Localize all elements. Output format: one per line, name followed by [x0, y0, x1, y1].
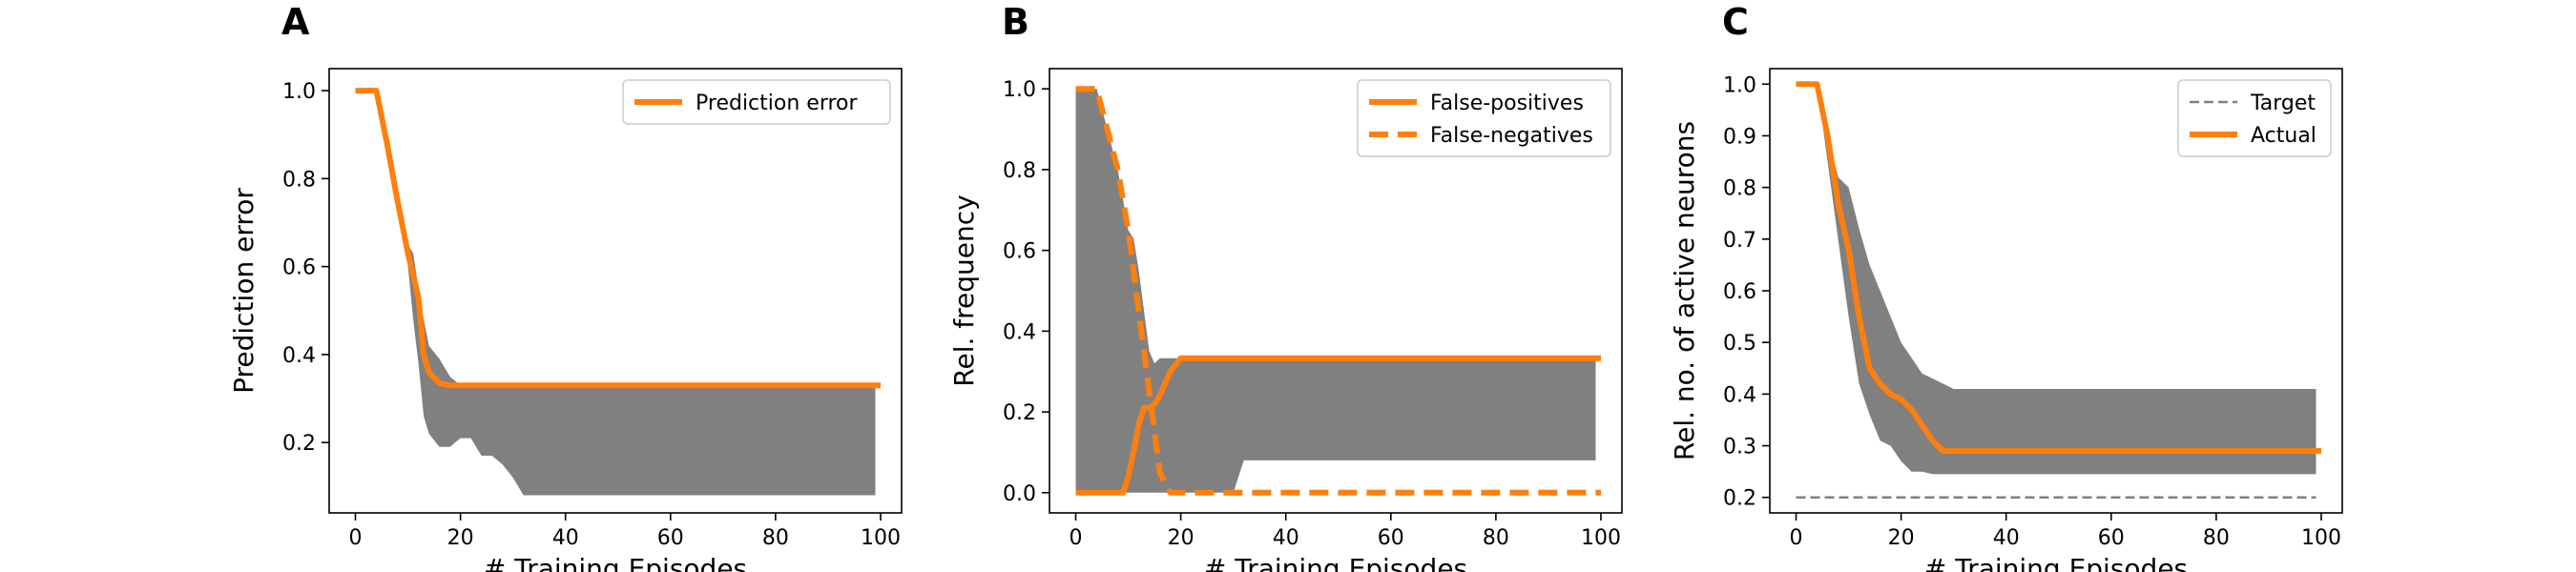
- x-tick-label: 0: [349, 526, 363, 550]
- x-axis-label: # Training Episodes: [484, 553, 747, 572]
- uncertainty-band: [1796, 84, 2316, 475]
- series-line-actual: [1796, 81, 2321, 454]
- y-tick-label: 1.0: [1723, 73, 1756, 97]
- legend-box: [1357, 79, 1611, 157]
- uncertainty-band: [355, 91, 876, 496]
- x-tick-label: 80: [762, 526, 789, 550]
- legend-box: [622, 79, 891, 125]
- panel-c: 0 20 40 60 80 100 0.2 0.3 0.4 0.5 0.6 0.7 0.8 0.9 1.0 #…: [1669, 1, 2343, 572]
- y-tick-label: 0.8: [1723, 177, 1756, 201]
- x-tick-label: 0: [1790, 526, 1803, 550]
- x-axis-label: # Training Episodes: [1204, 553, 1467, 572]
- x-tick-label: 80: [1483, 526, 1509, 550]
- y-tick-label: 0.6: [1723, 280, 1756, 304]
- y-axis-label: Rel. no. of active neurons: [1669, 121, 1700, 460]
- y-tick-label: 0.8: [1003, 159, 1036, 183]
- legend: Target Actual: [2177, 79, 2332, 157]
- y-tick-label: 1.0: [1003, 78, 1036, 102]
- y-tick-label: 0.2: [1003, 401, 1036, 425]
- y-tick-label: 0.9: [1723, 125, 1756, 149]
- x-tick-label: 80: [2203, 526, 2230, 550]
- y-tick-label: 0.6: [282, 256, 316, 280]
- panel-letter: C: [1722, 1, 1749, 43]
- y-tick-label: 0.6: [1003, 240, 1036, 264]
- axes-frame: [328, 68, 903, 514]
- y-tick-label: 0.4: [1723, 383, 1756, 407]
- x-axis-label: # Training Episodes: [1924, 553, 2188, 572]
- legend-entry: False-positives: [1430, 92, 1584, 115]
- x-tick-label: 40: [552, 526, 579, 550]
- x-tick-label: 100: [1581, 526, 1621, 550]
- y-tick-label: 0.2: [1723, 487, 1756, 511]
- x-tick-label: 20: [1888, 526, 1915, 550]
- x-tick-label: 100: [861, 526, 901, 550]
- panel-letter: B: [1002, 1, 1029, 43]
- x-tick-label: 0: [1070, 526, 1083, 550]
- panel-letter: A: [281, 1, 310, 43]
- y-tick-label: 0.0: [1003, 482, 1036, 506]
- axes-frame: [1049, 68, 1623, 514]
- y-tick-label: 0.4: [282, 344, 316, 368]
- y-tick-label: 1.0: [282, 80, 316, 104]
- x-tick-label: 100: [2301, 526, 2341, 550]
- panel-a: 0 20 40 60 80 100 0.2 0.4 0.6 0.8 1.0 # Training Ep…: [228, 1, 903, 572]
- y-tick-label: 0.3: [1723, 436, 1756, 460]
- y-tick-label: 0.4: [1003, 320, 1036, 344]
- y-tick-label: 0.2: [282, 432, 316, 456]
- legend-entry: Actual: [2251, 124, 2316, 148]
- series-line-false-negatives: [1075, 86, 1601, 496]
- y-tick-label: 0.7: [1723, 229, 1756, 253]
- y-tick-label: 0.5: [1723, 332, 1756, 356]
- legend: False-positives False-negatives: [1357, 79, 1611, 157]
- y-axis-label: Rel. frequency: [948, 194, 980, 386]
- x-tick-label: 20: [447, 526, 474, 550]
- x-tick-label: 20: [1168, 526, 1195, 550]
- series-line-prediction-error: [355, 88, 881, 389]
- x-tick-label: 60: [1378, 526, 1404, 550]
- legend-entry: Prediction error: [696, 92, 858, 115]
- x-tick-label: 40: [1273, 526, 1299, 550]
- x-tick-label: 60: [2098, 526, 2125, 550]
- uncertainty-band: [1075, 89, 1596, 493]
- y-axis-label: Prediction error: [228, 188, 260, 394]
- y-tick-label: 0.8: [282, 168, 316, 192]
- x-tick-label: 60: [657, 526, 684, 550]
- legend-entry: Target: [2250, 92, 2316, 115]
- panel-b: 0 20 40 60 80 100 0.0 0.2 0.4 0.6 0.8 1.0 # Training…: [948, 1, 1623, 572]
- legend-entry: False-negatives: [1430, 124, 1593, 148]
- legend: Prediction error: [622, 79, 891, 125]
- x-tick-label: 40: [1993, 526, 2020, 550]
